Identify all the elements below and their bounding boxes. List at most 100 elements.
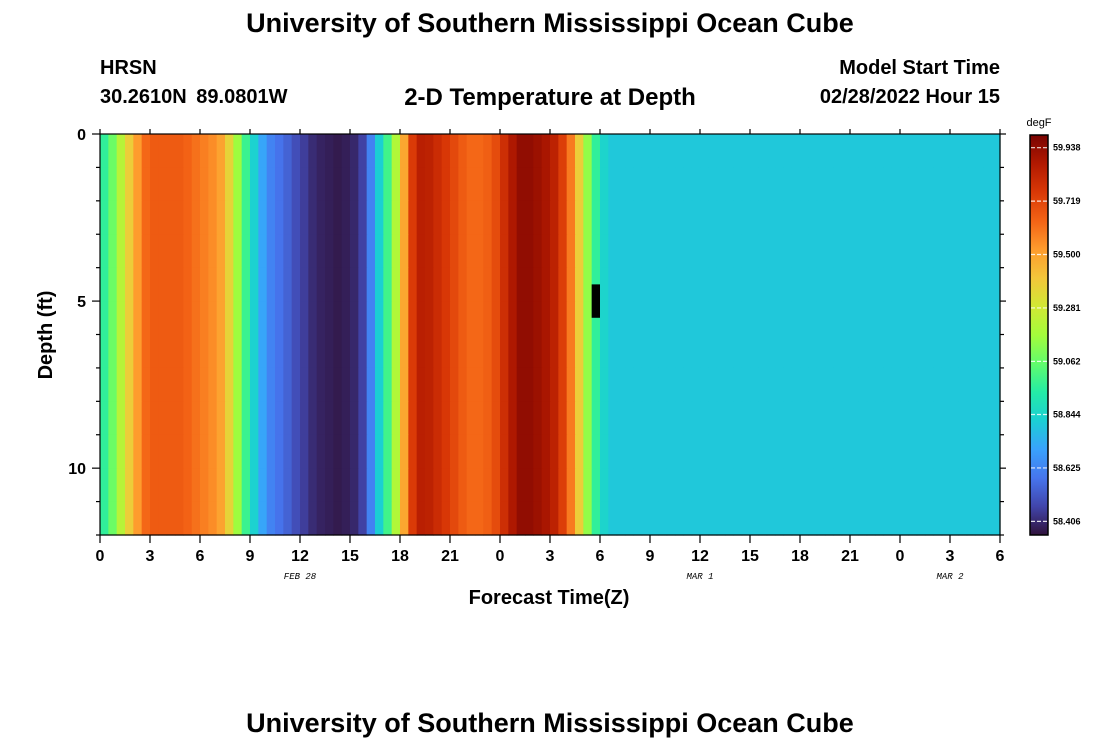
heatmap-cell [566,134,576,169]
heatmap-cell [416,434,426,469]
heatmap-cell [291,334,301,369]
heatmap-cell [166,468,176,503]
x-tick-label: 15 [741,548,759,565]
heatmap-cell [841,267,851,302]
heatmap-cell [333,301,343,336]
heatmap-cell [916,234,926,269]
heatmap-cell [166,334,176,369]
heatmap-cell [141,401,151,436]
heatmap-cell [616,367,626,402]
heatmap-cell [566,301,576,336]
heatmap-cell [700,267,709,302]
heatmap-cell [341,167,351,202]
heatmap-cell [691,367,701,402]
x-axis: 0 3 6 9 12 15 18 21 0 3 6 9 12 15 18 21 0 3 6 FEB 28 MAR 1 MA… [96,129,1005,582]
heatmap-cell [141,367,151,402]
heatmap-cell [900,367,909,402]
heatmap-cell [983,167,993,202]
heatmap-cell [608,501,618,536]
x-tick-label: 9 [246,548,255,565]
colorbar-label: 59.281 [1053,303,1081,313]
heatmap-cell [358,501,368,536]
x-tick-label: 12 [291,548,309,565]
heatmap-cell [933,200,943,235]
heatmap-cell [125,167,134,202]
heatmap-cell [408,401,418,436]
heatmap-cell [625,301,634,336]
heatmap-cell [625,134,634,169]
heatmap-cell [450,401,459,436]
heatmap-cell [541,434,551,469]
heatmap-cell [666,134,676,169]
heatmap-cell [800,401,809,436]
heatmap-cell [375,134,384,169]
heatmap-cell [891,468,901,503]
heatmap-cell [716,434,726,469]
heatmap-cell [125,234,134,269]
heatmap-cell [425,434,434,469]
heatmap-cell [800,501,809,536]
heatmap-cell [566,200,576,235]
heatmap-cell [800,301,809,336]
heatmap-cell [491,334,501,369]
heatmap-cell [816,501,826,536]
heatmap-cell [358,301,368,336]
heatmap-cell [108,367,118,402]
heatmap-cell [125,401,134,436]
heatmap-cell [783,434,793,469]
heatmap-cell [650,501,659,536]
heatmap-cell [616,401,626,436]
heatmap-cell [625,200,634,235]
heatmap-cell [833,234,843,269]
heatmap-cell [191,334,201,369]
heatmap-cell [741,134,751,169]
heatmap-cell [875,301,884,336]
heatmap-cell [325,401,334,436]
heatmap-cell [858,200,868,235]
heatmap-cell [216,167,226,202]
heatmap-cell [283,334,293,369]
heatmap-cell [716,501,726,536]
heatmap-cell [316,334,326,369]
heatmap-cell [441,468,451,503]
heatmap-cell [858,167,868,202]
heatmap-cell [225,134,234,169]
heatmap-cell [175,401,184,436]
heatmap-cell [641,367,651,402]
heatmap-cell [283,401,293,436]
heatmap-cell [600,468,609,503]
heatmap-cell [508,200,518,235]
heatmap-cell [558,434,568,469]
y-tick-label: 0 [77,127,86,144]
heatmap-cell [408,468,418,503]
date-label: FEB 28 [284,572,317,582]
x-tick-label: 21 [441,548,459,565]
heatmap-cell [741,334,751,369]
heatmap-cell [808,267,818,302]
heatmap-cell [966,434,976,469]
x-tick-label: 0 [496,548,505,565]
heatmap-cell [525,401,534,436]
heatmap-cell [958,200,968,235]
heatmap-cell [833,200,843,235]
heatmap-cell [941,468,951,503]
heatmap-cell [183,367,193,402]
heatmap-cell [116,301,126,336]
heatmap-cell [175,267,184,302]
heatmap-cell [425,401,434,436]
heatmap-cell [241,468,251,503]
heatmap-cell [308,200,318,235]
heatmap-cell [641,167,651,202]
heatmap-cell [358,234,368,269]
heatmap-cell [758,200,768,235]
heatmap-cell [600,134,609,169]
heatmap-cell [925,367,934,402]
heatmap-cell [300,434,309,469]
heatmap-cell [775,167,784,202]
heatmap-cell [233,267,243,302]
heatmap-cell [975,401,984,436]
heatmap-cell [233,234,243,269]
heatmap-cell [566,334,576,369]
heatmap-cell [941,200,951,235]
heatmap-cell [408,200,418,235]
